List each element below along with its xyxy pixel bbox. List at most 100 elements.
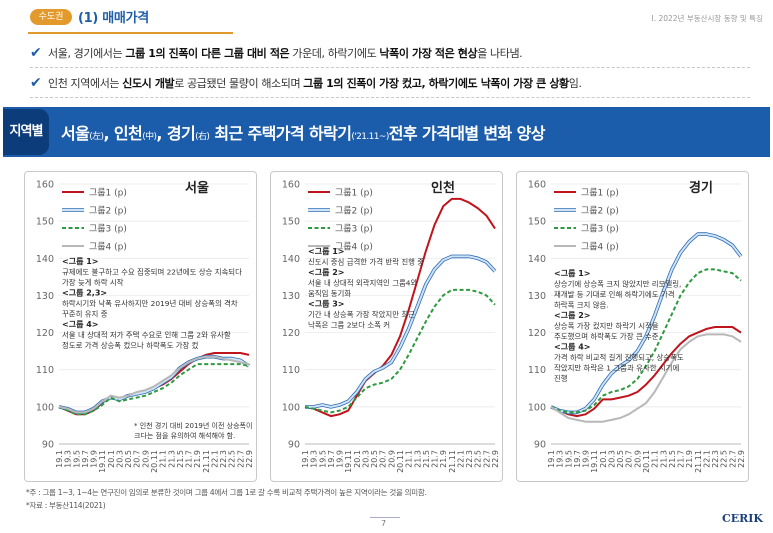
footnote-definition: *주 : 그룹 1~3, 1~4는 연구진이 임의로 분류한 것이며 그룹 4에… bbox=[26, 488, 427, 497]
x-tick-label: 19.5 bbox=[318, 450, 327, 468]
x-tick-label: 19.3 bbox=[64, 450, 73, 468]
x-tick-label: 21.1 bbox=[651, 450, 660, 468]
annotation-heading: <그룹 1> bbox=[554, 268, 590, 278]
y-tick-label: 140 bbox=[282, 254, 300, 265]
x-tick-label: 22.1 bbox=[702, 450, 711, 468]
banner-title-segment: 서울 bbox=[61, 124, 90, 143]
annotation-heading: <그룹 4> bbox=[554, 342, 590, 352]
chart-title: 인천 bbox=[431, 180, 455, 196]
annotation-text: 서울 내 상대적 외곽지역인 그룹4와 bbox=[308, 279, 417, 288]
x-tick-label: 22.5 bbox=[720, 450, 729, 468]
bullet-segment: 을 나타냄. bbox=[477, 46, 523, 60]
legend-label: 그룹1 (p) bbox=[335, 188, 373, 199]
x-tick-label: 22.3 bbox=[465, 450, 474, 468]
x-tick-label: 22.7 bbox=[728, 450, 737, 468]
x-tick-label: 21.1 bbox=[405, 450, 414, 468]
x-tick-label: 21.1 bbox=[159, 450, 168, 468]
x-tick-label: 22.9 bbox=[245, 450, 254, 468]
annotation-text: 낙폭은 그룹 2보다 소폭 커 bbox=[308, 321, 390, 330]
bullet-emphasis: 그룹 1의 진폭이 가장 컸고, 하락기에도 낙폭이 가장 큰 상황 bbox=[303, 76, 569, 90]
annotation-text: 주도했으며 하락폭도 가장 큰 수준 bbox=[554, 332, 659, 341]
x-tick-label: 19.5 bbox=[564, 450, 573, 468]
bullet-segment: 인천 지역에서는 bbox=[48, 76, 123, 90]
x-tick-label: 20.11 bbox=[150, 450, 159, 473]
y-tick-label: 100 bbox=[528, 402, 546, 413]
y-tick-label: 140 bbox=[36, 254, 54, 265]
bullet-segment: 임. bbox=[568, 76, 582, 90]
annotation-text: 하락폭 크지 않음. bbox=[554, 301, 609, 310]
legend-label: 그룹1 (p) bbox=[581, 188, 619, 199]
annotation-text: 꾸준히 유지 중 bbox=[62, 310, 108, 319]
x-tick-label: 19.3 bbox=[310, 450, 319, 468]
series-line-g4 bbox=[550, 333, 742, 423]
bullet-segment: 서울, 경기에서는 bbox=[48, 46, 126, 60]
cerik-logo: CERIK bbox=[722, 512, 763, 525]
legend-label: 그룹3 (p) bbox=[89, 224, 127, 235]
x-tick-label: 21.11 bbox=[694, 450, 703, 473]
legend-label: 그룹3 (p) bbox=[581, 224, 619, 235]
x-tick-label: 20.3 bbox=[607, 450, 616, 468]
banner-title-segment: 전후 가격대별 변화 양상 bbox=[388, 124, 546, 143]
series-line-g2 bbox=[305, 255, 496, 408]
annotation-heading: <그룹 2> bbox=[308, 267, 344, 277]
chart-title: 경기 bbox=[689, 180, 713, 196]
bullet-segment: 로 공급됐던 물량이 해소되며 bbox=[174, 76, 304, 90]
annotation-heading: <그룹 1> bbox=[308, 246, 344, 256]
x-tick-label: 20.11 bbox=[396, 450, 405, 473]
x-tick-label: 21.11 bbox=[448, 450, 457, 473]
x-tick-label: 19.7 bbox=[327, 450, 336, 468]
series-line-g4 bbox=[58, 355, 250, 414]
annotation-text: 상승폭 가장 컸지만 하락기 시작을 bbox=[554, 322, 659, 331]
section-banner: 지역별 서울(左), 인천(中), 경기(右) 최근 주택가격 하락기('21.… bbox=[3, 107, 770, 157]
y-tick-label: 120 bbox=[282, 328, 300, 339]
title-underline bbox=[28, 32, 233, 34]
annotation-text: 신도시 중심 급격한 가격 반락 진행 중 bbox=[308, 258, 424, 267]
x-tick-label: 20.9 bbox=[141, 450, 150, 468]
x-tick-label: 22.3 bbox=[711, 450, 720, 468]
x-tick-label: 20.5 bbox=[616, 450, 625, 468]
legend-label: 그룹4 (p) bbox=[581, 242, 619, 253]
summary-bullet-2: ✔ 인천 지역에서는 신도시 개발로 공급됐던 물량이 해소되며 그룹 1의 진… bbox=[30, 68, 750, 98]
check-icon: ✔ bbox=[30, 44, 42, 61]
x-tick-label: 19.1 bbox=[547, 450, 556, 468]
bullet-emphasis: 낙폭이 가장 적은 현상 bbox=[379, 46, 478, 60]
annotation-text: 가장 늦게 하락 시작 bbox=[62, 278, 124, 287]
y-tick-label: 160 bbox=[528, 180, 546, 191]
chart-remark: 크다는 점을 유의하여 해석해야 함. bbox=[134, 431, 235, 440]
y-tick-label: 140 bbox=[528, 254, 546, 265]
banner-title: 서울(左), 인천(中), 경기(右) 최근 주택가격 하락기('21.11~)… bbox=[61, 120, 545, 144]
x-tick-label: 19.1 bbox=[301, 450, 310, 468]
x-tick-label: 22.9 bbox=[491, 450, 500, 468]
banner-title-segment: , 인천 bbox=[103, 124, 143, 143]
x-tick-label: 19.9 bbox=[582, 450, 591, 468]
series-line-g3 bbox=[58, 363, 250, 416]
annotation-text: 정도로 가격 상승폭 컸으나 하락폭도 가장 컸 bbox=[62, 341, 199, 350]
y-tick-label: 90 bbox=[42, 440, 54, 451]
y-tick-label: 150 bbox=[528, 217, 546, 228]
x-tick-label: 20.3 bbox=[361, 450, 370, 468]
x-tick-label: 21.7 bbox=[185, 450, 194, 468]
annotation-text: 작았지만 하락은 1 그룹과 유사한 시기에 bbox=[554, 364, 679, 373]
x-tick-label: 22.7 bbox=[236, 450, 245, 468]
series-line-g1 bbox=[58, 352, 250, 416]
y-tick-label: 150 bbox=[282, 217, 300, 228]
x-tick-label: 21.3 bbox=[659, 450, 668, 468]
x-tick-label: 22.9 bbox=[737, 450, 746, 468]
bullet-text: 인천 지역에서는 신도시 개발로 공급됐던 물량이 해소되며 그룹 1의 진폭이… bbox=[48, 75, 582, 91]
x-tick-label: 19.3 bbox=[556, 450, 565, 468]
series-line-g3 bbox=[550, 268, 742, 414]
x-tick-label: 22.3 bbox=[219, 450, 228, 468]
x-tick-label: 20.1 bbox=[599, 450, 608, 468]
bullet-emphasis: 그룹 1의 진폭이 다른 그룹 대비 적은 bbox=[125, 46, 290, 60]
x-tick-label: 21.9 bbox=[193, 450, 202, 468]
region-badge: 수도권 bbox=[30, 9, 72, 25]
x-tick-label: 19.7 bbox=[81, 450, 90, 468]
y-tick-label: 90 bbox=[288, 440, 300, 451]
x-tick-label: 20.7 bbox=[625, 450, 634, 468]
y-tick-label: 160 bbox=[36, 180, 54, 191]
annotation-text: 기간 내 상승폭 가장 작았지만 최근 bbox=[308, 310, 415, 319]
